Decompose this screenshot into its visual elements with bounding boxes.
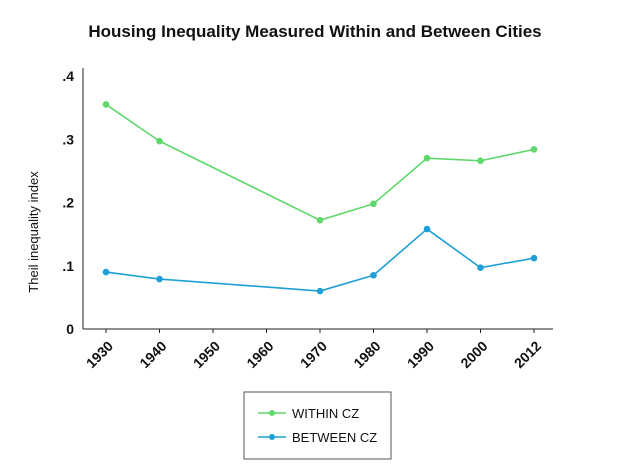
y-tick-label: .1 (62, 258, 74, 274)
data-point-within-cz-1980 (370, 200, 377, 208)
y-tick-label: .2 (62, 195, 74, 211)
x-tick-label: 2000 (457, 338, 490, 371)
x-tick-label: 1930 (83, 338, 116, 371)
chart-title: Housing Inequality Measured Within and B… (88, 22, 541, 41)
legend-marker-within (269, 410, 275, 416)
data-point-between-cz-1970 (316, 287, 324, 295)
data-point-between-cz-1940 (156, 275, 163, 283)
data-point-between-cz-1980 (370, 271, 377, 279)
x-tick-label: 1970 (297, 338, 330, 371)
y-ticks: 0 .1 .2 .3 .4 (62, 68, 74, 337)
data-point-within-cz-2000 (477, 157, 484, 165)
data-point-between-cz-1990 (423, 225, 431, 233)
data-point-between-cz-2000 (477, 264, 484, 271)
legend-box (243, 391, 392, 460)
x-tick-label: 1940 (136, 338, 169, 371)
data-point-within-cz-1970 (316, 216, 324, 224)
y-axis-label: Theil inequality index (26, 171, 41, 293)
x-tick-label: 2012 (511, 338, 544, 371)
y-tick-label: .4 (62, 68, 74, 84)
series-group (102, 101, 538, 295)
series-line-between-cz (105, 228, 535, 292)
series-line-within-cz (105, 103, 535, 222)
x-ticks: 1930 1940 1950 1960 1970 1980 1990 2000 2012 (83, 329, 544, 371)
legend-label-within: WITHIN CZ (292, 406, 359, 421)
x-tick-label: 1960 (243, 338, 276, 371)
legend-label-between: BETWEEN CZ (292, 430, 377, 445)
data-point-between-cz-1930 (102, 268, 110, 276)
x-tick-label: 1990 (404, 338, 437, 371)
data-point-within-cz-1930 (102, 101, 110, 108)
data-point-within-cz-1940 (156, 137, 163, 145)
x-tick-label: 1950 (190, 338, 223, 371)
y-tick-label: .3 (62, 131, 74, 147)
x-tick-label: 1980 (350, 338, 383, 371)
y-tick-label: 0 (66, 321, 74, 337)
legend-marker-between (269, 434, 275, 440)
data-point-within-cz-1990 (423, 154, 431, 162)
data-point-between-cz-2012 (530, 254, 538, 262)
data-point-within-cz-2012 (530, 146, 538, 153)
